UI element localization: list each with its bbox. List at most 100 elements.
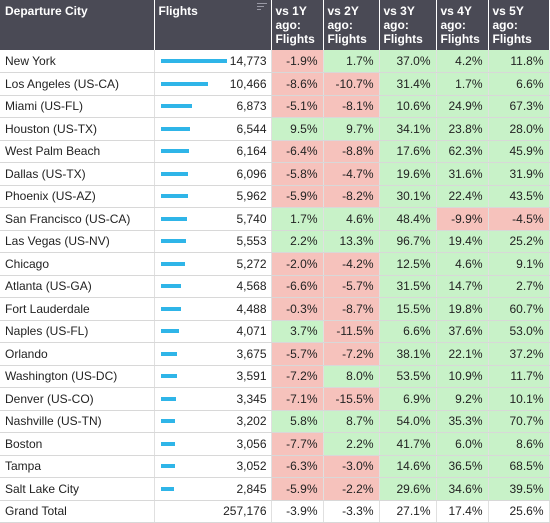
cell-vs-2y: 2.2% [323,432,380,456]
cell-vs-2y: -4.2% [323,252,380,276]
cell-flights: 5,272 [154,252,272,276]
cell-vs-1y: -5.1% [271,95,324,118]
cell-vs-1y: -6.4% [271,140,324,163]
table-row[interactable]: Miami (US-FL) 6,873 -5.1% -8.1% 10.6% 24.9% 67… [0,95,550,118]
flights-bar [160,81,208,86]
cell-vs-1y: 1.7% [271,207,324,231]
cell-vs-5y: 6.6% [488,72,550,96]
flights-value: 2,845 [236,481,267,496]
cell-vs-5y: 8.6% [488,432,550,456]
table-row[interactable]: New York 14,773 -1.9% 1.7% 37.0% 4.2% 11.8% [0,50,550,73]
cell-vs-4y: 31.6% [436,162,489,186]
header-vs-4y[interactable]: vs 4Y ago: Flights [436,0,489,50]
table-row[interactable]: Nashville (US-TN) 3,202 5.8% 8.7% 54.0% 35.3%… [0,410,550,433]
table-row[interactable]: Atlanta (US-GA) 4,568 -6.6% -5.7% 31.5% 14.7%… [0,275,550,298]
cell-vs-5y: 68.5% [488,455,550,478]
flights-bar [160,419,175,424]
cell-vs-2y: -7.2% [323,342,380,366]
flights-value: 6,096 [236,166,267,181]
cell-city: Atlanta (US-GA) [0,275,155,298]
cell-city: Dallas (US-TX) [0,162,155,186]
table-row[interactable]: San Francisco (US-CA) 5,740 1.7% 4.6% 48.4% -… [0,207,550,231]
table-row[interactable]: Los Angeles (US-CA) 10,466 -8.6% -10.7% 31.4… [0,72,550,96]
cell-vs-4y: 23.8% [436,117,489,141]
cell-flights: 5,962 [154,185,272,208]
table-row[interactable]: Houston (US-TX) 6,544 9.5% 9.7% 34.1% 23.8% 28… [0,117,550,141]
cell-flights: 6,164 [154,140,272,163]
cell-city: Nashville (US-TN) [0,410,155,433]
cell-city: Los Angeles (US-CA) [0,72,155,96]
cell-vs-1y: -5.8% [271,162,324,186]
header-vs-2y[interactable]: vs 2Y ago: Flights [323,0,380,50]
table-row[interactable]: Salt Lake City 2,845 -5.9% -2.2% 29.6% 34.6% 3… [0,477,550,501]
sort-icon[interactable] [256,3,267,11]
cell-vs-4y: 34.6% [436,477,489,501]
flights-value: 4,568 [236,279,267,294]
header-vs-3y[interactable]: vs 3Y ago: Flights [379,0,437,50]
cell-vs-1y: -2.0% [271,252,324,276]
cell-vs-1y: -5.9% [271,477,324,501]
cell-vs-3y: 38.1% [379,342,437,366]
table-row[interactable]: Chicago 5,272 -2.0% -4.2% 12.5% 4.6% 9.1% [0,252,550,276]
cell-vs-4y: 62.3% [436,140,489,163]
cell-flights: 2,845 [154,477,272,501]
flights-bar [160,126,190,131]
cell-flights: 14,773 [154,50,272,73]
grand-total-row: Grand Total 257,176 -3.9% -3.3% 27.1% 17.4% 25… [0,499,550,523]
flights-value: 6,544 [236,121,267,136]
cell-vs-3y: 15.5% [379,297,437,321]
cell-vs-4y: 24.9% [436,95,489,118]
header-vs-1y[interactable]: vs 1Y ago: Flights [271,0,324,50]
table-row[interactable]: Denver (US-CO) 3,345 -7.1% -15.5% 6.9% 9.2% 10… [0,387,550,411]
cell-vs-4y: 4.6% [436,252,489,276]
header-flights[interactable]: Flights [154,0,272,50]
grand-total-vs-5y: 25.6% [488,499,550,523]
cell-vs-2y: -11.5% [323,320,380,343]
cell-city: Fort Lauderdale [0,297,155,321]
table-row[interactable]: Boston 3,056 -7.7% 2.2% 41.7% 6.0% 8.6% [0,432,550,456]
cell-flights: 3,591 [154,365,272,388]
flights-value: 14,773 [229,54,267,68]
cell-vs-2y: 8.0% [323,365,380,388]
cell-vs-2y: -10.7% [323,72,380,96]
cell-city: Phoenix (US-AZ) [0,185,155,208]
flights-value: 6,873 [236,99,267,114]
flights-bar [160,194,188,199]
cell-flights: 3,202 [154,410,272,433]
table-row[interactable]: Phoenix (US-AZ) 5,962 -5.9% -8.2% 30.1% 22.4%… [0,185,550,208]
cell-vs-5y: 11.8% [488,50,550,73]
table-row[interactable]: Las Vegas (US-NV) 5,553 2.2% 13.3% 96.7% 19.4… [0,230,550,253]
flights-bar [160,396,176,401]
cell-vs-4y: 19.8% [436,297,489,321]
cell-vs-1y: 2.2% [271,230,324,253]
cell-flights: 10,466 [154,72,272,96]
table-row[interactable]: Orlando 3,675 -5.7% -7.2% 38.1% 22.1% 37.2% [0,342,550,366]
header-departure-city[interactable]: Departure City [0,0,155,50]
table-row[interactable]: Tampa 3,052 -6.3% -3.0% 14.6% 36.5% 68.5% [0,455,550,478]
cell-vs-5y: 11.7% [488,365,550,388]
header-vs-5y[interactable]: vs 5Y ago: Flights [488,0,550,50]
table-body: New York 14,773 -1.9% 1.7% 37.0% 4.2% 11.8% Los… [0,50,550,523]
cell-vs-3y: 37.0% [379,50,437,73]
cell-vs-5y: 37.2% [488,342,550,366]
flights-bar [160,59,227,63]
cell-city: San Francisco (US-CA) [0,207,155,231]
cell-vs-4y: 1.7% [436,72,489,96]
table-row[interactable]: West Palm Beach 6,164 -6.4% -8.8% 17.6% 62.3%… [0,140,550,163]
cell-vs-5y: 53.0% [488,320,550,343]
cell-vs-4y: 6.0% [436,432,489,456]
table-row[interactable]: Naples (US-FL) 4,071 3.7% -11.5% 6.6% 37.6% 53… [0,320,550,343]
cell-vs-4y: 19.4% [436,230,489,253]
flights-bar [160,171,188,176]
table-row[interactable]: Fort Lauderdale 4,488 -0.3% -8.7% 15.5% 19.8%… [0,297,550,321]
table-row[interactable]: Dallas (US-TX) 6,096 -5.8% -4.7% 19.6% 31.6% 3… [0,162,550,186]
cell-vs-2y: 8.7% [323,410,380,433]
cell-vs-2y: 13.3% [323,230,380,253]
flights-value: 5,272 [236,256,267,271]
cell-city: Boston [0,432,155,456]
flights-value: 3,675 [236,346,267,361]
table-row[interactable]: Washington (US-DC) 3,591 -7.2% 8.0% 53.5% 10.… [0,365,550,388]
grand-total-vs-3y: 27.1% [379,499,437,523]
cell-vs-3y: 54.0% [379,410,437,433]
cell-vs-3y: 41.7% [379,432,437,456]
